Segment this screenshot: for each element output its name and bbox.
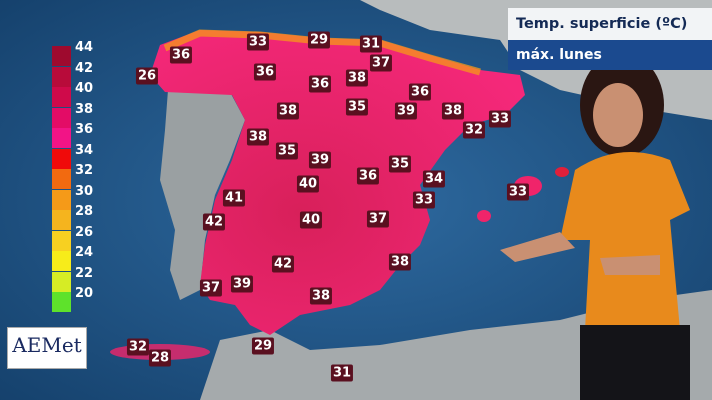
temperature-label: 38 [441, 102, 465, 120]
temperature-label: 38 [345, 69, 369, 87]
legend-label: 30 [75, 183, 94, 199]
spain-heat [150, 30, 525, 335]
legend-label: 40 [75, 81, 94, 96]
legend-swatch [52, 169, 71, 189]
legend-swatch [52, 128, 71, 148]
temperature-label: 33 [506, 183, 530, 201]
legend-swatch [52, 87, 71, 107]
temperature-label: 37 [199, 279, 223, 297]
temperature-label: 36 [253, 63, 277, 81]
legend-label: 28 [75, 204, 94, 219]
temperature-label: 32 [126, 338, 150, 356]
legend-label: 38 [75, 101, 94, 117]
legend-label: 26 [75, 224, 94, 240]
logo-text: AEMet [12, 333, 82, 357]
temperature-label: 36 [408, 83, 432, 101]
temperature-label: 39 [230, 275, 254, 293]
temperature-label: 31 [330, 364, 354, 382]
temperature-label: 33 [488, 110, 512, 128]
temperature-label: 26 [135, 67, 159, 85]
temperature-label: 28 [148, 349, 172, 367]
ibiza [477, 210, 491, 222]
legend-swatch [52, 46, 71, 66]
temperature-label: 31 [359, 35, 383, 53]
temperature-label: 40 [296, 175, 320, 193]
temperature-label: 39 [308, 151, 332, 169]
temperature-label: 38 [246, 128, 270, 146]
temperature-label: 42 [271, 255, 295, 273]
temperature-label: 35 [388, 155, 412, 173]
legend-swatch [52, 230, 71, 251]
legend-swatch [52, 210, 71, 230]
temperature-label: 32 [462, 121, 486, 139]
legend-label: 42 [75, 60, 94, 76]
temperature-label: 38 [388, 253, 412, 271]
temperature-label: 35 [345, 98, 369, 116]
temperature-label: 36 [356, 167, 380, 185]
legend-swatch [52, 148, 71, 169]
temperature-label: 41 [222, 189, 246, 207]
temperature-label: 35 [275, 142, 299, 160]
legend-label: 32 [75, 163, 94, 178]
temperature-label: 33 [246, 33, 270, 51]
map-subtitle: máx. lunes [508, 40, 712, 70]
temperature-label: 33 [412, 191, 436, 209]
temperature-label: 34 [422, 170, 446, 188]
map-title: Temp. superficie (ºC) [508, 8, 712, 40]
legend-label: 36 [75, 122, 94, 137]
temperature-label: 29 [307, 31, 331, 49]
menorca [555, 167, 569, 177]
temperature-label: 38 [309, 287, 333, 305]
temperature-label: 40 [299, 211, 323, 229]
temperature-label: 42 [202, 213, 226, 231]
temperature-label: 37 [369, 54, 393, 72]
legend-swatch [52, 107, 71, 128]
temperature-label: 36 [308, 75, 332, 93]
presenter [500, 53, 690, 400]
temperature-label: 37 [366, 210, 390, 228]
aemet-logo: AEMet [7, 327, 87, 369]
legend-swatch [52, 66, 71, 87]
temperature-label: 29 [251, 337, 275, 355]
legend-label: 22 [75, 265, 94, 281]
portugal-land [160, 90, 245, 300]
legend-swatch [52, 292, 71, 312]
legend-label: 24 [75, 245, 94, 260]
legend-swatch [52, 189, 71, 210]
temperature-label: 36 [169, 46, 193, 64]
temperature-label: 38 [276, 102, 300, 120]
legend-label: 20 [75, 286, 94, 301]
legend-swatch [52, 271, 71, 292]
temperature-label: 39 [394, 102, 418, 120]
legend-label: 44 [75, 40, 94, 55]
legend-label: 34 [75, 142, 94, 158]
legend-swatch [52, 251, 71, 271]
